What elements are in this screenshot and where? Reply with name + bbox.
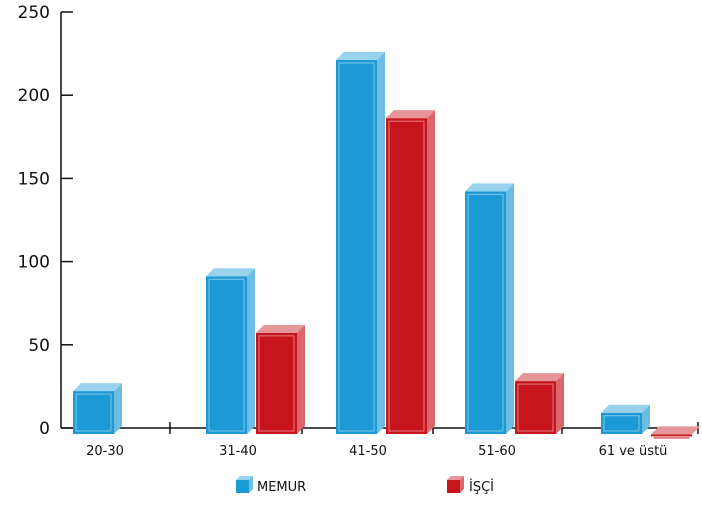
- bar-front: [336, 59, 377, 434]
- x-tick-label: 41-50: [349, 444, 387, 459]
- bar-front: [256, 332, 297, 434]
- bar-front: [651, 434, 692, 437]
- x-tick-label: 51-60: [478, 444, 516, 459]
- y-tick-label: 200: [18, 86, 50, 106]
- bar-side: [506, 183, 514, 434]
- bar-i̇şçi̇-41-50: [386, 110, 435, 435]
- bar-highlight: [388, 120, 425, 432]
- bar-highlight: [603, 415, 640, 432]
- bar-memur-31-40: [206, 268, 255, 434]
- bar-side: [247, 268, 255, 434]
- bar-highlight: [653, 436, 690, 439]
- bar-memur-20-30: [73, 383, 122, 434]
- bar-side: [642, 404, 650, 434]
- labels: 0 50 100 150 200 250 20-30 31-40 41-50 51-60 61 ve…: [18, 3, 668, 459]
- legend-swatch-top: [447, 476, 464, 480]
- bar-memur-61-ve-üstü: [601, 404, 650, 434]
- bar-i̇şçi̇-31-40: [256, 324, 305, 434]
- y-tick-label: 250: [18, 3, 50, 23]
- bar-top: [515, 373, 564, 382]
- bar-highlight: [338, 62, 375, 432]
- bar-front: [73, 391, 114, 434]
- y-tick-label: 0: [39, 419, 50, 439]
- legend-swatch: [236, 480, 249, 493]
- bar-top: [386, 110, 435, 119]
- bar-i̇şçi̇-61-ve-üstü: [651, 426, 700, 439]
- bar-highlight: [75, 393, 112, 432]
- legend-label: İŞÇİ: [469, 479, 494, 495]
- y-tick-label: 100: [18, 253, 50, 273]
- bar-side: [377, 51, 385, 434]
- bar-highlight: [467, 193, 504, 432]
- bar-side: [297, 324, 305, 434]
- x-tick-label: 20-30: [86, 444, 124, 459]
- bar-top: [73, 383, 122, 392]
- bar-side: [427, 110, 435, 435]
- bar-highlight: [517, 383, 554, 432]
- bars: [73, 51, 700, 439]
- y-tick-label: 50: [28, 336, 50, 356]
- y-tick-label: 150: [18, 169, 50, 189]
- bar-top: [465, 183, 514, 192]
- bar-highlight: [258, 335, 295, 432]
- bar-front: [206, 276, 247, 434]
- bar-top: [256, 324, 305, 333]
- bar-memur-41-50: [336, 51, 385, 434]
- x-tick-label: 61 ve üstü: [599, 444, 668, 459]
- bar-top: [206, 268, 255, 277]
- bar-top: [601, 404, 650, 413]
- bar-top: [336, 51, 385, 60]
- bar-side: [556, 373, 564, 434]
- bar-highlight: [208, 278, 245, 432]
- legend-swatch-side: [249, 476, 253, 493]
- legend-swatch: [447, 480, 460, 493]
- bar-top: [651, 426, 700, 435]
- x-tick-label: 31-40: [219, 444, 257, 459]
- legend-item-memur: MEMUR: [236, 476, 306, 495]
- legend: MEMUR İŞÇİ: [236, 476, 494, 495]
- legend-label: MEMUR: [257, 480, 306, 495]
- bar-front: [515, 381, 556, 434]
- bar-i̇şçi̇-51-60: [515, 373, 564, 434]
- legend-item-isci: İŞÇİ: [447, 476, 494, 495]
- bar-memur-51-60: [465, 183, 514, 434]
- bar-front: [601, 412, 642, 434]
- legend-swatch-top: [236, 476, 253, 480]
- bar-front: [386, 118, 427, 435]
- bar-side: [114, 383, 122, 434]
- legend-swatch-side: [460, 476, 464, 493]
- bar-front: [465, 191, 506, 434]
